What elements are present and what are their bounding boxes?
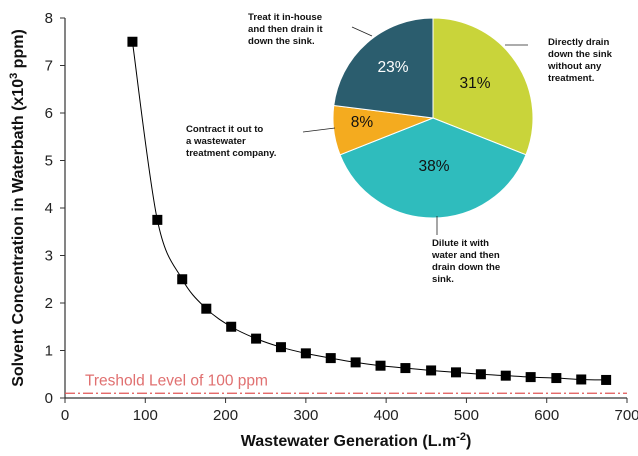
data-point-marker [350,357,361,368]
y-axis-title: Solvent Concentration in Waterbath (x103… [8,29,27,387]
data-point-marker [525,372,536,383]
data-point-marker [601,374,612,385]
y-axis-title-text: Solvent Concentration in Waterbath (x10 [10,79,27,387]
y-tick-label: 2 [45,295,53,312]
x-tick-label: 0 [61,407,69,424]
pie-slice [333,17,434,119]
pie-slice-label: Treat it in-house [248,12,322,23]
data-point-marker [201,303,212,314]
y-axis-title-end: ppm) [10,29,27,73]
pie-leader-line [351,26,373,37]
data-point-marker [177,274,188,285]
pie-slice-label: water and then [431,250,500,261]
x-tick-label: 700 [614,407,638,424]
data-point-marker [400,363,411,374]
pie-slice-label: without any [547,61,602,72]
y-tick-label: 4 [45,200,53,217]
y-tick-label: 6 [45,105,53,122]
pie-slice-label: down the sink. [248,36,315,47]
data-point-marker [475,369,486,380]
data-point-marker [426,365,437,376]
x-tick-label: 400 [374,407,399,424]
x-tick-label: 200 [213,407,238,424]
pie-slice-label: a wastewater [186,136,246,147]
pie-slice-label: down the sink [548,49,613,60]
pie-leader-line [302,127,336,133]
x-ticks: 0 100 200 300 400 500 600 700 [61,398,638,424]
data-point-marker [576,374,587,385]
data-point-marker [275,342,286,353]
pie-slice-percent: 8% [351,114,374,131]
x-axis-title-end: ) [466,433,471,450]
data-point-marker [152,214,163,225]
y-tick-label: 5 [45,153,53,170]
data-point-marker [226,321,237,332]
pie-slice-percent: 38% [418,158,449,175]
pie-slice-label: Contract it out to [186,124,263,135]
y-axis-title-superscript: 3 [8,73,20,79]
pie-slice-label: Dilute it with [432,238,489,249]
x-tick-label: 300 [293,407,318,424]
x-tick-label: 600 [534,407,559,424]
data-point-marker [551,373,562,384]
y-tick-label: 8 [45,10,53,27]
x-axis-title-superscript: -2 [456,431,466,443]
pie-slice [339,117,527,219]
y-tick-label: 3 [45,248,53,265]
threshold-line-group: Treshold Level of 100 ppm [65,372,627,394]
pie-slice-percent: 31% [459,75,490,92]
x-tick-label: 500 [454,407,479,424]
data-point-marker [127,36,138,47]
y-tick-label: 0 [45,390,53,407]
pie-slice-label: and then drain it [248,24,323,35]
y-tick-label: 7 [45,58,53,75]
y-tick-label: 1 [45,343,53,360]
pie-slice-label: Directly drain [548,37,609,48]
pie-slice-label: treatment. [548,73,594,84]
data-point-marker [251,333,262,344]
data-point-marker [450,367,461,378]
pie-slice [432,17,534,156]
data-point-marker [325,353,336,364]
data-point-marker [375,360,386,371]
data-series [127,36,612,385]
threshold-label: Treshold Level of 100 ppm [85,372,268,389]
y-ticks: 0 1 2 3 4 5 6 7 8 [45,10,65,407]
pie-slice-percent: 23% [377,59,408,76]
x-axis-title-text: Wastewater Generation (L.m [241,433,456,450]
x-tick-label: 100 [133,407,158,424]
pie-slice-label: drain down the [432,262,500,273]
data-point-marker [300,348,311,359]
data-point-marker [500,370,511,381]
pie-slice-label: treatment company. [186,148,276,159]
pie-slice-label: sink. [432,274,454,285]
x-axis-title: Wastewater Generation (L.m-2) [241,431,472,450]
